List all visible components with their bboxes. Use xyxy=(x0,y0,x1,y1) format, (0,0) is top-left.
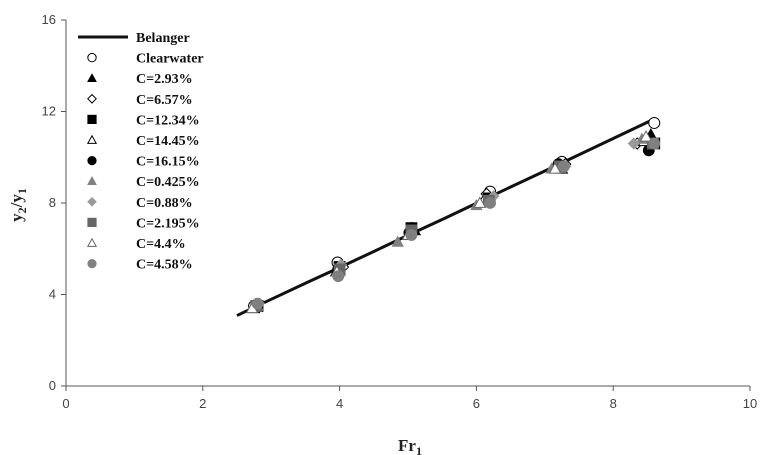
legend-label: C=12.34% xyxy=(136,113,200,128)
data-points xyxy=(245,116,661,314)
series-c-4-4- xyxy=(245,130,653,314)
data-point xyxy=(627,137,640,150)
series-c-12-34- xyxy=(251,137,661,312)
legend-label: C=2.93% xyxy=(136,72,193,87)
data-point xyxy=(405,229,418,241)
legend-marker xyxy=(87,176,97,185)
y-tick-label: 8 xyxy=(49,195,56,210)
y-tick-label: 16 xyxy=(42,12,56,27)
axis-title-subscript: 1 xyxy=(416,444,422,455)
data-point xyxy=(639,130,653,142)
belanger-line xyxy=(236,117,655,317)
x-tick-label: 2 xyxy=(199,396,206,411)
legend-marker xyxy=(87,52,97,63)
x-axis-title: Fr1 xyxy=(398,436,422,455)
legend-marker xyxy=(87,156,97,166)
x-tick-label: 0 xyxy=(62,396,69,411)
y-tick-label: 4 xyxy=(49,287,56,302)
data-point xyxy=(251,297,264,310)
legend-marker xyxy=(87,197,97,207)
series-c-2-93- xyxy=(251,128,657,311)
legend-label: C=0.425% xyxy=(136,175,200,190)
legend-marker xyxy=(87,258,97,269)
legend-label: C=6.57% xyxy=(136,93,193,108)
series-c-0-88- xyxy=(252,137,640,310)
legend-marker xyxy=(87,217,97,227)
legend-label: C=4.4% xyxy=(136,237,186,252)
axis-title-part: y xyxy=(7,213,26,222)
axis-title-subscript: 1 xyxy=(15,188,29,194)
x-tick-label: 4 xyxy=(336,396,343,411)
series-c-0-425- xyxy=(251,132,649,311)
legend-label: C=4.58% xyxy=(136,258,193,273)
data-point xyxy=(648,137,661,150)
y-tick-label: 0 xyxy=(49,378,56,393)
axis-title-part: Fr xyxy=(398,436,416,455)
legend-label: Clearwater xyxy=(136,52,204,67)
legend-label: C=14.45% xyxy=(136,134,200,149)
axis-title-part: /y xyxy=(7,194,26,209)
x-tick-label: 10 xyxy=(743,396,757,411)
legend-label: C=0.88% xyxy=(136,196,193,211)
series-c-14-45- xyxy=(247,134,651,314)
legend-marker xyxy=(87,114,97,124)
axis-title-subscript: 2 xyxy=(15,207,29,213)
legend-marker xyxy=(86,237,98,247)
axes: 0 2 4 6 8 10 0 4 8 12 16 xyxy=(42,12,758,411)
data-point xyxy=(548,162,562,174)
legend-label: C=2.195% xyxy=(136,216,200,231)
series-c-2-195- xyxy=(250,137,659,312)
data-point xyxy=(558,160,570,173)
data-point xyxy=(484,197,496,209)
data-point xyxy=(648,116,661,129)
x-tick-label: 6 xyxy=(473,396,480,411)
legend-label: Belanger xyxy=(136,31,190,46)
series-c-16-15- xyxy=(250,144,655,312)
legend-marker xyxy=(86,134,98,144)
data-point xyxy=(391,235,404,247)
series-c-6-57- xyxy=(249,137,644,313)
belanger-line-layer xyxy=(236,117,655,317)
x-tick-label: 8 xyxy=(610,396,617,411)
legend-marker xyxy=(87,73,97,82)
y-axis-title: y2/y1 xyxy=(7,188,29,222)
legend-marker xyxy=(87,93,97,104)
series-c-4-58- xyxy=(251,137,661,310)
data-point xyxy=(332,270,345,283)
legend: Belanger Clearwater C=2.93% C=6.57% C=12.34%… xyxy=(78,31,204,273)
y-tick-label: 12 xyxy=(42,104,56,119)
data-point xyxy=(473,196,487,208)
legend-label: C=16.15% xyxy=(136,155,200,170)
